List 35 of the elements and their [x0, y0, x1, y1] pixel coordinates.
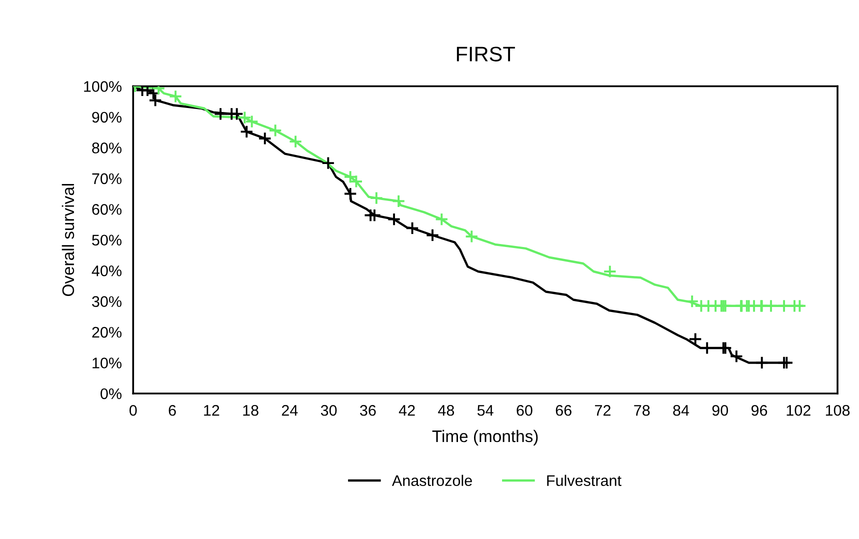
legend-label: Anastrozole [392, 474, 472, 486]
x-tick-label: 48 [438, 404, 454, 416]
y-tick-label: 60% [92, 204, 122, 215]
y-axis-title: Overall survival [62, 184, 74, 296]
x-tick-label: 0 [129, 404, 137, 416]
y-tick-label: 50% [92, 234, 122, 246]
x-tick-label: 78 [634, 404, 650, 416]
x-tick-label: 108 [826, 404, 850, 416]
y-tick-label: 80% [92, 142, 122, 154]
x-tick-label: 102 [786, 404, 810, 416]
x-tick-label: 66 [556, 404, 572, 416]
chart-title: FIRST [456, 46, 515, 62]
x-tick-label: 72 [595, 404, 610, 416]
y-tick-label: 30% [92, 296, 122, 307]
x-tick-label: 42 [398, 404, 415, 416]
y-tick-label: 70% [92, 173, 122, 184]
x-tick-label: 30 [320, 404, 337, 416]
x-tick-label: 24 [282, 404, 298, 416]
y-tick-label: 20% [92, 326, 122, 338]
y-tick-label: 40% [92, 265, 122, 276]
x-tick-label: 18 [243, 404, 258, 416]
x-tick-label: 36 [360, 404, 376, 416]
x-tick-label: 12 [204, 404, 220, 416]
y-tick-label: 90% [92, 112, 122, 123]
x-tick-label: 60 [516, 404, 532, 416]
x-tick-label: 90 [712, 404, 728, 416]
legend-label: Fulvestrant [547, 474, 622, 486]
x-axis-title: Time (months) [432, 430, 538, 446]
x-tick-label: 54 [477, 405, 494, 416]
y-tick-label: 0% [100, 388, 122, 400]
y-tick-label: 100% [84, 81, 122, 92]
x-tick-label: 84 [673, 404, 690, 416]
y-tick-label: 10% [92, 358, 122, 368]
x-tick-label: 6 [168, 404, 176, 416]
x-tick-label: 96 [751, 404, 768, 416]
